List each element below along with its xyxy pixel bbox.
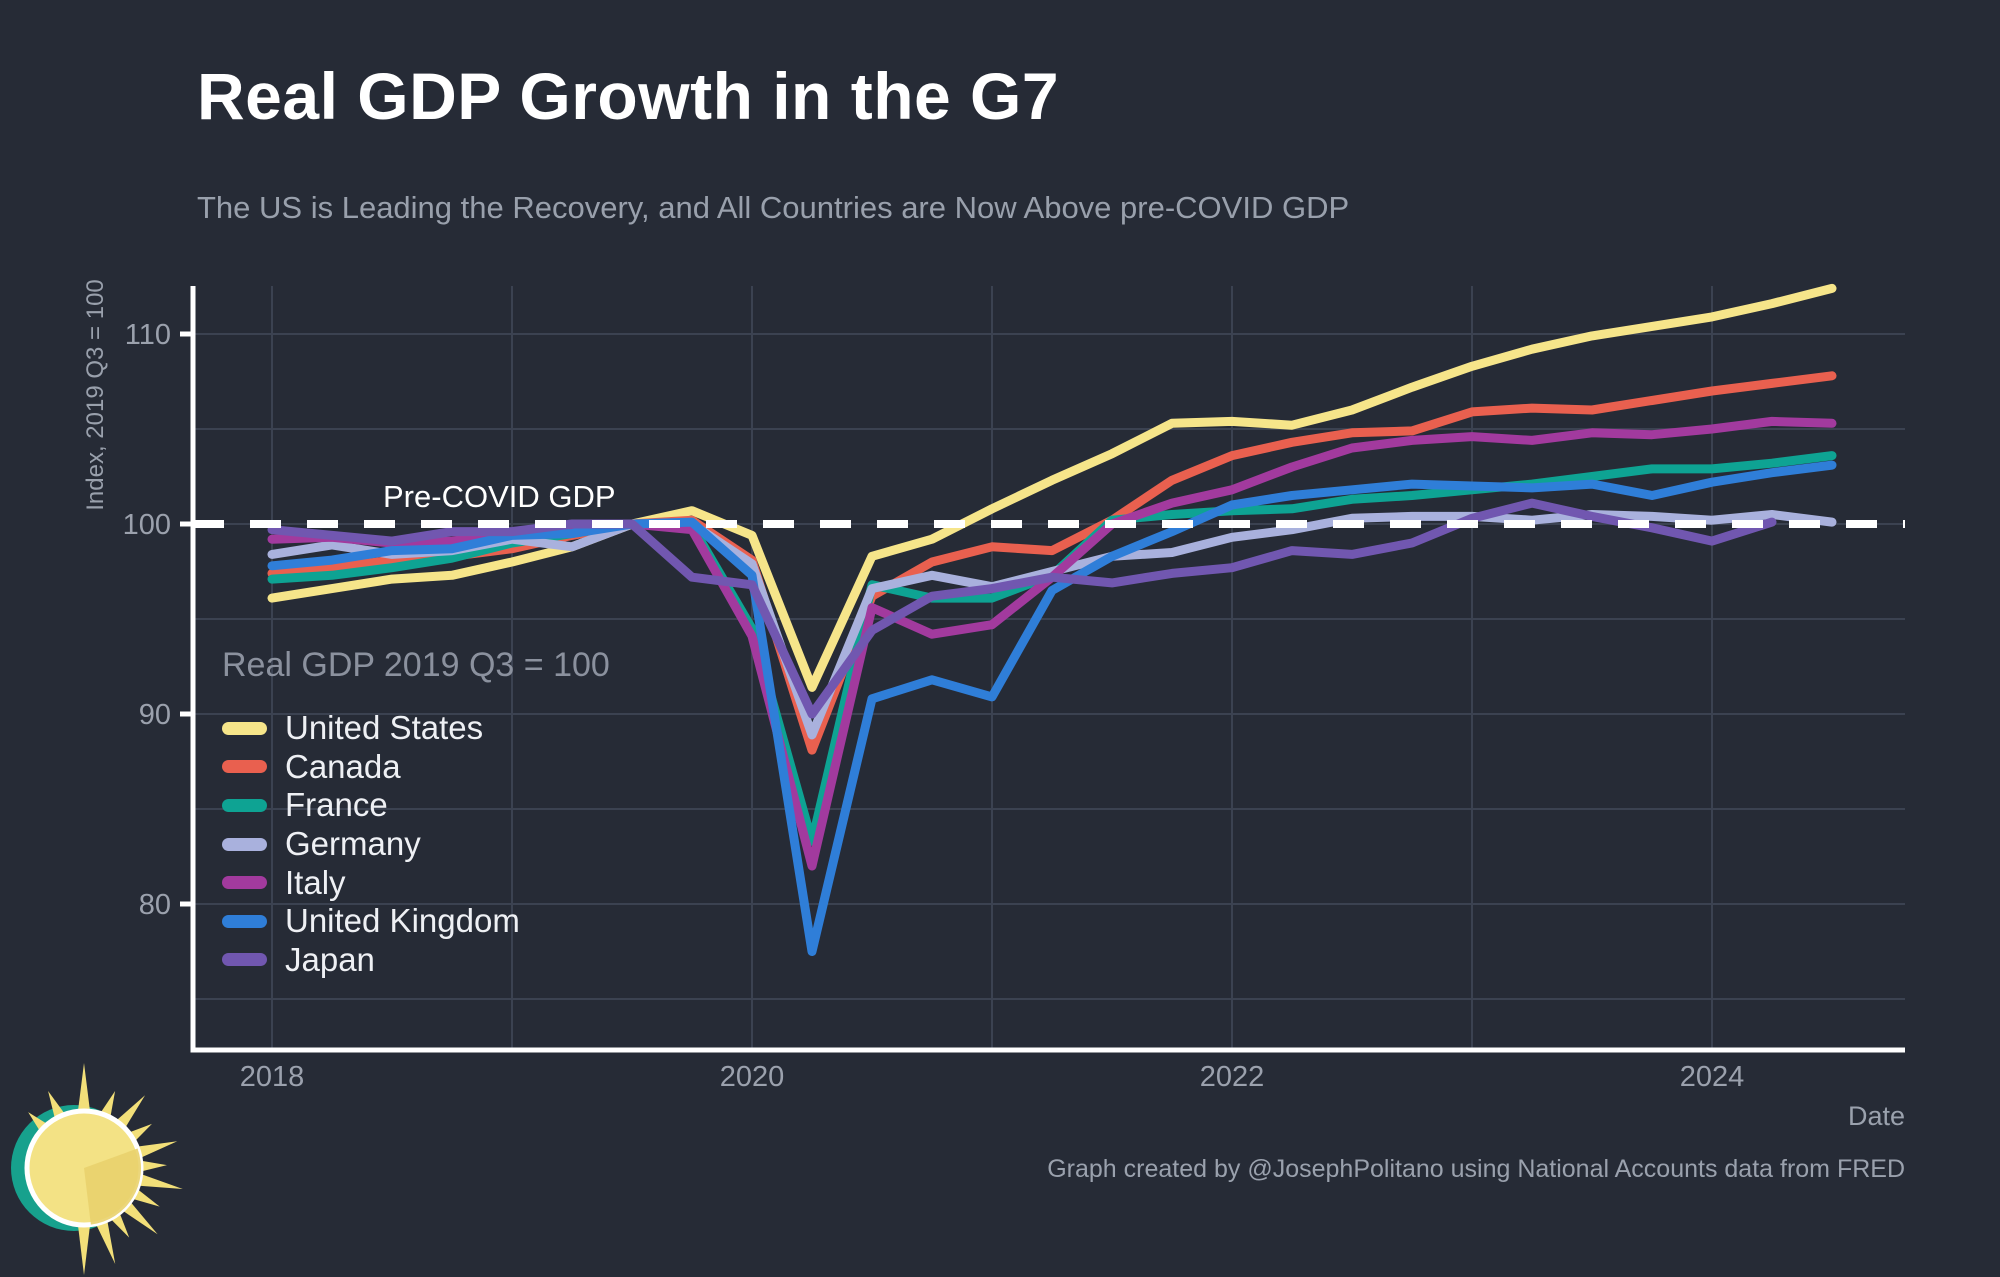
sun-ray-6 [130, 1171, 183, 1189]
legend-swatch-canada [222, 760, 267, 774]
legend-item-united-kingdom[interactable]: United Kingdom [222, 902, 610, 941]
sun-logo [11, 1063, 183, 1275]
y-tick-label-90: 90 [139, 699, 171, 731]
legend-item-germany[interactable]: Germany [222, 825, 610, 864]
legend-swatch-japan [222, 953, 267, 967]
legend-swatch-united-kingdom [222, 914, 267, 928]
sun-wedge [84, 1148, 141, 1225]
legend-item-canada[interactable]: Canada [222, 748, 610, 787]
legend-swatch-germany [222, 837, 267, 851]
legend-title: Real GDP 2019 Q3 = 100 [222, 646, 610, 684]
y-tick-label-100: 100 [123, 509, 171, 541]
y-tick-label-80: 80 [139, 889, 171, 921]
legend-label-united-kingdom: United Kingdom [285, 902, 520, 940]
legend-swatch-france [222, 798, 267, 812]
legend-label-france: France [285, 786, 388, 824]
series-line-united-kingdom [267, 460, 1837, 956]
legend-label-canada: Canada [285, 747, 401, 785]
pre-covid-gdp-label: Pre-COVID GDP [383, 479, 616, 514]
chart-subtitle: The US is Leading the Recovery, and All … [197, 190, 1350, 225]
sun-ray-11 [77, 1217, 91, 1275]
legend-swatch-italy [222, 876, 267, 890]
legend-item-united-states[interactable]: United States [222, 709, 610, 748]
x-axis-title: Date [1848, 1101, 1905, 1131]
y-tick-label-110: 110 [125, 319, 171, 351]
legend-label-germany: Germany [285, 825, 421, 863]
x-tick-label-2018: 2018 [240, 1061, 305, 1093]
x-tick-label-2020: 2020 [720, 1061, 785, 1093]
legend-label-japan: Japan [285, 940, 375, 978]
legend-label-italy: Italy [285, 863, 346, 901]
legend-item-france[interactable]: France [222, 786, 610, 825]
sun-ray-0 [77, 1063, 91, 1119]
legend-item-japan[interactable]: Japan [222, 941, 610, 980]
chart-title: Real GDP Growth in the G7 [197, 59, 1060, 133]
x-tick-label-2022: 2022 [1200, 1061, 1265, 1093]
legend-swatch-united-states [222, 721, 267, 735]
series-line-united-states [267, 283, 1837, 692]
legend: Real GDP 2019 Q3 = 100 United States Cana… [222, 646, 610, 979]
legend-item-italy[interactable]: Italy [222, 863, 610, 902]
x-tick-label-2024: 2024 [1680, 1061, 1745, 1093]
series-line-japan [267, 498, 1777, 719]
y-axis-title: Index, 2019 Q3 = 100 [82, 279, 109, 511]
credit-line: Graph created by @JosephPolitano using N… [1047, 1155, 1905, 1183]
legend-label-united-states: United States [285, 709, 484, 747]
